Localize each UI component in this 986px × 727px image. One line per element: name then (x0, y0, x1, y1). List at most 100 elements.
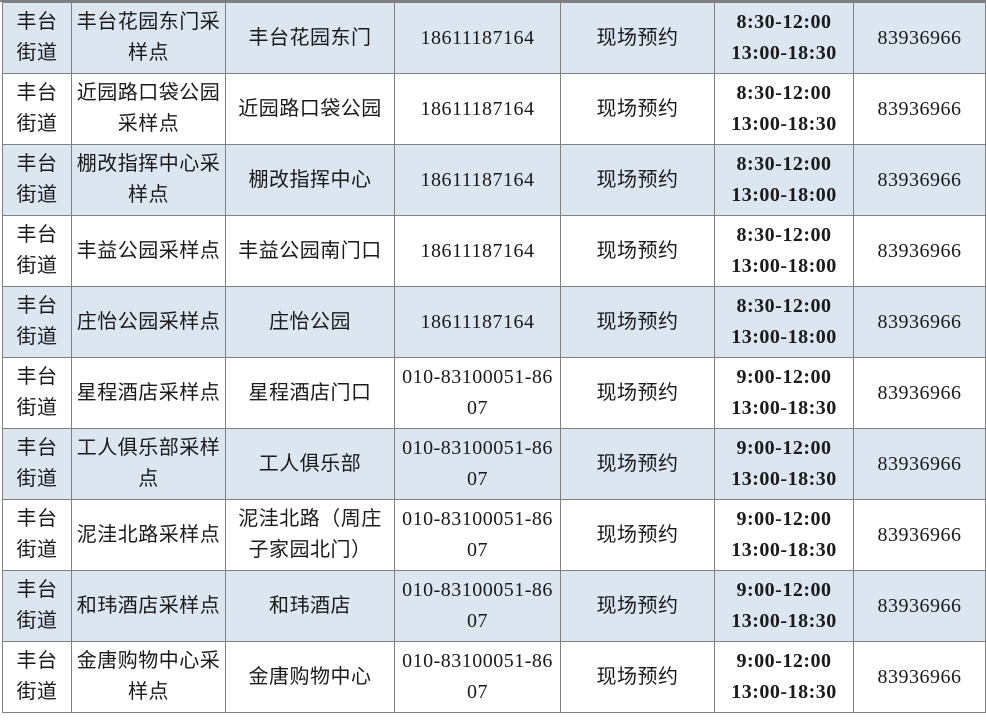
cell-hotline: 83936966 (853, 499, 986, 571)
cell-street: 丰台街道 (2, 570, 72, 642)
sampling-sites-table: 丰台街道 丰台花园东门采样点 丰台花园东门 18611187164 现场预约 8:30-1… (2, 2, 986, 713)
cell-hours: 9:00-12:00 13:00-18:30 (714, 641, 854, 713)
cell-booking-method: 现场预约 (560, 215, 715, 287)
hours-morning: 9:00-12:00 (736, 508, 832, 530)
cell-booking-method: 现场预约 (560, 357, 715, 429)
table-row: 丰台街道 工人俱乐部采样点 工人俱乐部 010-83100051-8607 现场预约 9:… (2, 428, 986, 500)
cell-address: 近园路口袋公园 (225, 73, 395, 145)
table-row: 丰台街道 庄怡公园采样点 庄怡公园 18611187164 现场预约 8:30-12:00… (2, 286, 986, 358)
hours-morning: 8:30-12:00 (736, 295, 832, 317)
hours-morning: 9:00-12:00 (736, 366, 832, 388)
table-row: 丰台街道 棚改指挥中心采样点 棚改指挥中心 18611187164 现场预约 8:30-1… (2, 144, 986, 216)
cell-hours: 8:30-12:00 13:00-18:00 (714, 144, 854, 216)
cell-phone: 010-83100051-8607 (394, 641, 561, 713)
cell-street: 丰台街道 (2, 641, 72, 713)
hours-afternoon: 13:00-18:30 (731, 113, 837, 135)
hours-morning: 8:30-12:00 (736, 224, 832, 246)
cell-phone: 18611187164 (394, 73, 561, 145)
table-row: 丰台街道 星程酒店采样点 星程酒店门口 010-83100051-8607 现场预约 9:… (2, 357, 986, 429)
cell-hotline: 83936966 (853, 144, 986, 216)
cell-street: 丰台街道 (2, 215, 72, 287)
hours-afternoon: 13:00-18:30 (731, 610, 837, 632)
cell-address: 和玮酒店 (225, 570, 395, 642)
cell-booking-method: 现场预约 (560, 286, 715, 358)
hours-afternoon: 13:00-18:30 (731, 397, 837, 419)
cell-address: 庄怡公园 (225, 286, 395, 358)
cell-hotline: 83936966 (853, 2, 986, 74)
cell-hours: 8:30-12:00 13:00-18:30 (714, 2, 854, 74)
cell-street: 丰台街道 (2, 286, 72, 358)
cell-street: 丰台街道 (2, 357, 72, 429)
cell-phone: 010-83100051-8607 (394, 570, 561, 642)
cell-phone: 010-83100051-8607 (394, 499, 561, 571)
cell-address: 金唐购物中心 (225, 641, 395, 713)
cell-site-name: 星程酒店采样点 (71, 357, 226, 429)
cell-site-name: 金唐购物中心采样点 (71, 641, 226, 713)
table-row: 丰台街道 丰益公园采样点 丰益公园南门口 18611187164 现场预约 8:30-12… (2, 215, 986, 287)
hours-morning: 9:00-12:00 (736, 437, 832, 459)
cell-hours: 9:00-12:00 13:00-18:30 (714, 499, 854, 571)
cell-phone: 010-83100051-8607 (394, 357, 561, 429)
hours-morning: 8:30-12:00 (736, 153, 832, 175)
cell-booking-method: 现场预约 (560, 570, 715, 642)
cell-site-name: 泥洼北路采样点 (71, 499, 226, 571)
hours-afternoon: 13:00-18:30 (731, 468, 837, 490)
cell-phone: 18611187164 (394, 2, 561, 74)
cell-hotline: 83936966 (853, 641, 986, 713)
cell-hotline: 83936966 (853, 570, 986, 642)
cell-booking-method: 现场预约 (560, 428, 715, 500)
cell-hours: 8:30-12:00 13:00-18:00 (714, 215, 854, 287)
cell-site-name: 和玮酒店采样点 (71, 570, 226, 642)
table-row: 丰台街道 近园路口袋公园采样点 近园路口袋公园 18611187164 现场预约 8:30… (2, 73, 986, 145)
cell-phone: 18611187164 (394, 286, 561, 358)
hours-afternoon: 13:00-18:00 (731, 184, 837, 206)
hours-morning: 9:00-12:00 (736, 650, 832, 672)
cell-street: 丰台街道 (2, 144, 72, 216)
hours-afternoon: 13:00-18:30 (731, 42, 837, 64)
hours-afternoon: 13:00-18:30 (731, 681, 837, 703)
table-row: 丰台街道 丰台花园东门采样点 丰台花园东门 18611187164 现场预约 8:30-1… (2, 2, 986, 74)
cell-street: 丰台街道 (2, 499, 72, 571)
hours-afternoon: 13:00-18:00 (731, 255, 837, 277)
cell-address: 星程酒店门口 (225, 357, 395, 429)
cell-site-name: 棚改指挥中心采样点 (71, 144, 226, 216)
cell-hours: 9:00-12:00 13:00-18:30 (714, 570, 854, 642)
cell-site-name: 庄怡公园采样点 (71, 286, 226, 358)
cell-hotline: 83936966 (853, 357, 986, 429)
cell-hours: 9:00-12:00 13:00-18:30 (714, 428, 854, 500)
cell-phone: 18611187164 (394, 215, 561, 287)
hours-morning: 8:30-12:00 (736, 11, 832, 33)
cell-site-name: 近园路口袋公园采样点 (71, 73, 226, 145)
cell-address: 丰台花园东门 (225, 2, 395, 74)
cell-hotline: 83936966 (853, 286, 986, 358)
cell-site-name: 丰益公园采样点 (71, 215, 226, 287)
table-row: 丰台街道 和玮酒店采样点 和玮酒店 010-83100051-8607 现场预约 9:00… (2, 570, 986, 642)
cell-address: 丰益公园南门口 (225, 215, 395, 287)
table-top-border (0, 0, 986, 2)
cell-phone: 18611187164 (394, 144, 561, 216)
cell-address: 棚改指挥中心 (225, 144, 395, 216)
table-body: 丰台街道 丰台花园东门采样点 丰台花园东门 18611187164 现场预约 8:30-1… (2, 2, 986, 713)
cell-hotline: 83936966 (853, 73, 986, 145)
cell-address: 工人俱乐部 (225, 428, 395, 500)
cell-street: 丰台街道 (2, 428, 72, 500)
cell-hotline: 83936966 (853, 428, 986, 500)
hours-afternoon: 13:00-18:00 (731, 326, 837, 348)
hours-morning: 8:30-12:00 (736, 82, 832, 104)
cell-street: 丰台街道 (2, 2, 72, 74)
cell-address: 泥洼北路（周庄子家园北门） (225, 499, 395, 571)
cell-hotline: 83936966 (853, 215, 986, 287)
cell-booking-method: 现场预约 (560, 73, 715, 145)
hours-morning: 9:00-12:00 (736, 579, 832, 601)
cell-site-name: 丰台花园东门采样点 (71, 2, 226, 74)
cell-booking-method: 现场预约 (560, 144, 715, 216)
cell-phone: 010-83100051-8607 (394, 428, 561, 500)
cell-booking-method: 现场预约 (560, 499, 715, 571)
cell-hours: 8:30-12:00 13:00-18:30 (714, 73, 854, 145)
table-row: 丰台街道 金唐购物中心采样点 金唐购物中心 010-83100051-8607 现场预约… (2, 641, 986, 713)
cell-street: 丰台街道 (2, 73, 72, 145)
cell-booking-method: 现场预约 (560, 2, 715, 74)
cell-hours: 8:30-12:00 13:00-18:00 (714, 286, 854, 358)
cell-booking-method: 现场预约 (560, 641, 715, 713)
